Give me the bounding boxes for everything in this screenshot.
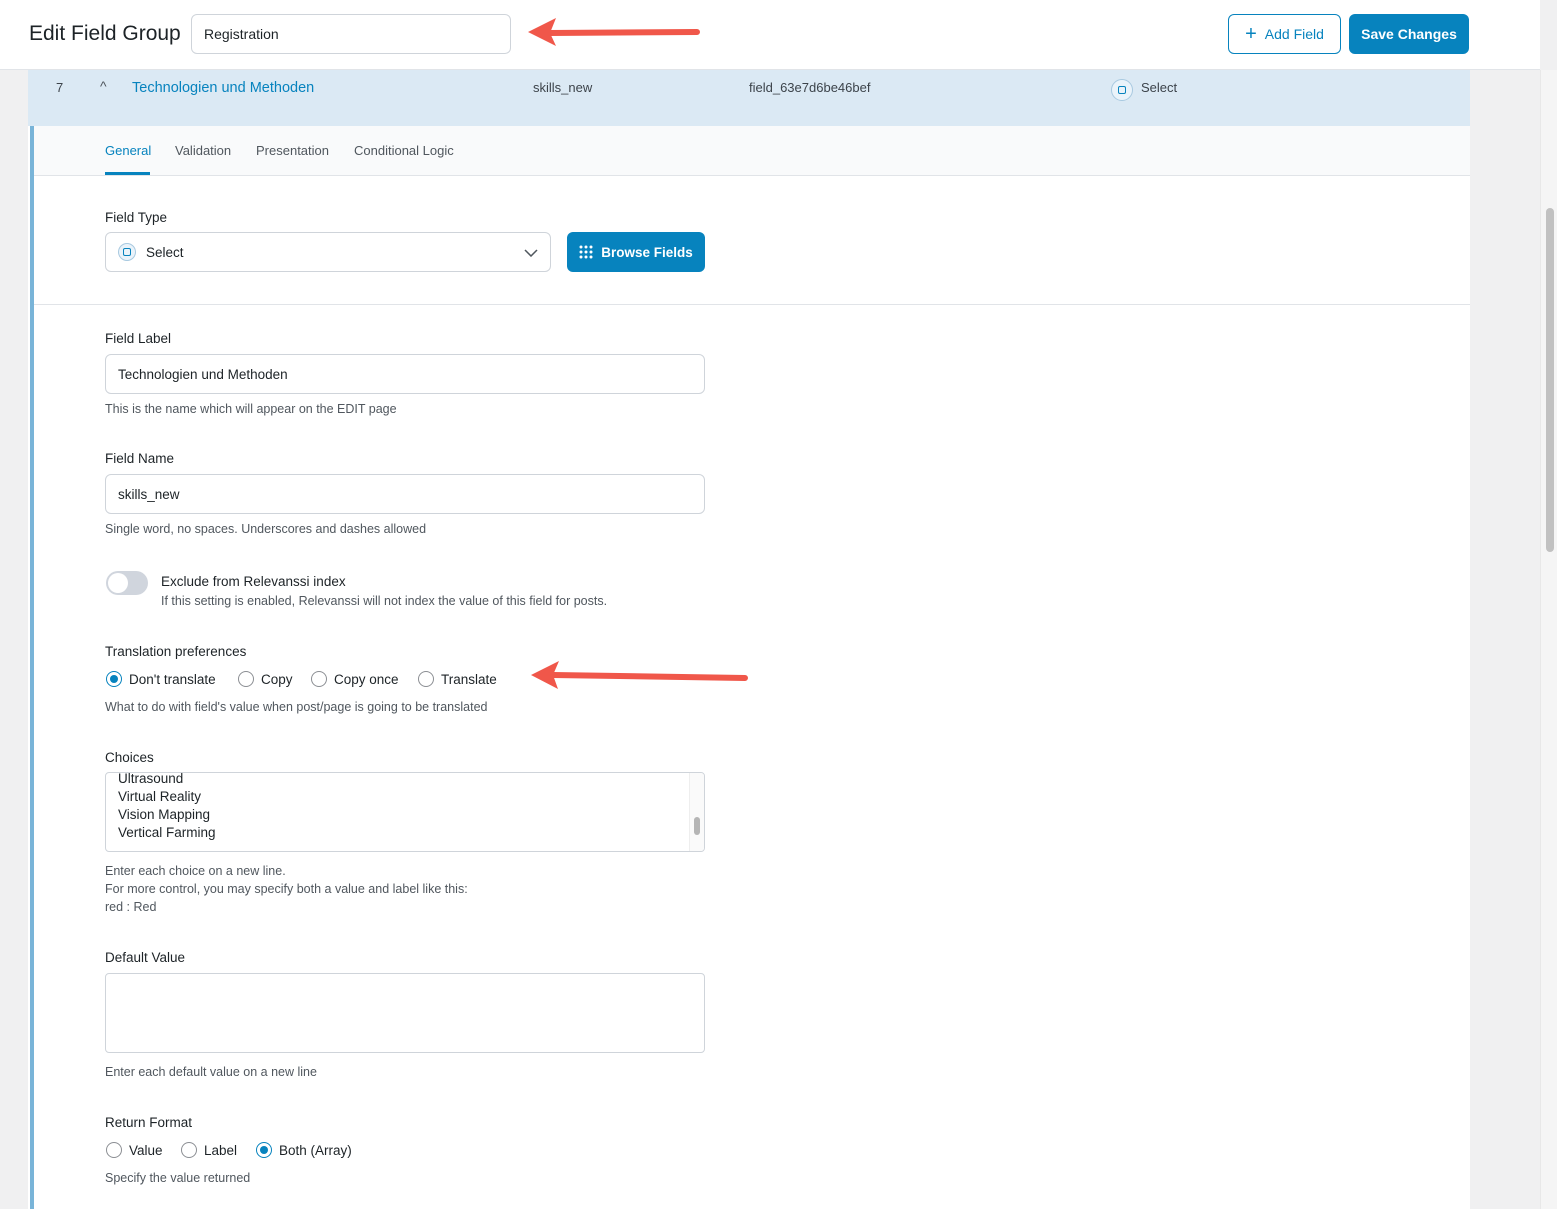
field-order: 7 <box>56 80 64 95</box>
return-format-help: Specify the value returned <box>105 1171 251 1185</box>
relevanssi-help: If this setting is enabled, Relevanssi w… <box>161 594 608 608</box>
add-field-button[interactable]: + Add Field <box>1228 14 1341 54</box>
field-type-select[interactable]: Select <box>105 232 551 272</box>
page-title: Edit Field Group <box>29 22 181 45</box>
choices-textarea[interactable]: Ultrasound Virtual Reality Vision Mappin… <box>105 772 705 852</box>
return-format-label: Return Format <box>105 1115 193 1130</box>
plus-icon: + <box>1245 22 1257 45</box>
translation-help: What to do with field's value when post/… <box>105 700 488 714</box>
field-type-label: Field Type <box>105 210 168 225</box>
choices-help-2: For more control, you may specify both a… <box>105 882 468 896</box>
browse-fields-button[interactable]: Browse Fields <box>567 232 705 272</box>
field-label-label: Field Label <box>105 331 172 346</box>
tab-presentation[interactable]: Presentation <box>256 143 329 158</box>
save-changes-button[interactable]: Save Changes <box>1349 14 1469 54</box>
field-name-input[interactable]: skills_new <box>105 474 705 514</box>
tab-validation[interactable]: Validation <box>175 143 232 158</box>
choices-help-1: Enter each choice on a new line. <box>105 864 286 878</box>
tab-general[interactable]: General <box>105 143 152 158</box>
choices-help-3: red : Red <box>105 900 157 914</box>
radio-both-array[interactable]: Both (Array) <box>256 1142 352 1158</box>
field-type-section <box>34 176 1470 305</box>
field-label-help: This is the name which will appear on th… <box>105 402 397 416</box>
default-value-textarea[interactable] <box>105 973 705 1053</box>
radio-copy[interactable]: Copy <box>238 671 293 687</box>
grid-icon <box>579 245 593 259</box>
radio-copy-once[interactable]: Copy once <box>311 671 399 687</box>
default-value-help: Enter each default value on a new line <box>105 1065 317 1079</box>
field-row-name: skills_new <box>533 80 593 95</box>
chevron-up-icon[interactable]: ^ <box>100 78 107 94</box>
choices-label: Choices <box>105 750 154 765</box>
choices-scrollbar[interactable] <box>689 773 704 851</box>
radio-translate[interactable]: Translate <box>418 671 497 687</box>
relevanssi-toggle[interactable] <box>106 571 148 595</box>
select-type-icon <box>118 243 136 261</box>
chevron-down-icon <box>524 245 538 260</box>
radio-dont-translate[interactable]: Don't translate <box>106 671 216 687</box>
page-scrollbar-thumb[interactable] <box>1546 208 1554 552</box>
tab-conditional-logic[interactable]: Conditional Logic <box>354 143 454 158</box>
translation-label: Translation preferences <box>105 644 247 659</box>
field-label-input[interactable]: Technologien und Methoden <box>105 354 705 394</box>
field-name-label: Field Name <box>105 451 175 466</box>
select-type-icon <box>1111 79 1133 101</box>
radio-value[interactable]: Value <box>106 1142 163 1158</box>
relevanssi-label: Exclude from Relevanssi index <box>161 574 346 589</box>
field-group-title-input[interactable] <box>191 14 511 54</box>
field-row-key: field_63e7d6be46bef <box>749 80 871 95</box>
field-row-type: Select <box>1141 80 1178 95</box>
radio-label[interactable]: Label <box>181 1142 237 1158</box>
active-field-indicator <box>30 126 34 1209</box>
field-row-label-link[interactable]: Technologien und Methoden <box>132 80 315 96</box>
field-name-help: Single word, no spaces. Underscores and … <box>105 522 427 536</box>
active-tab-underline <box>105 172 150 175</box>
settings-tabs <box>34 126 1470 176</box>
default-value-label: Default Value <box>105 950 186 965</box>
field-row-header[interactable] <box>28 70 1470 126</box>
